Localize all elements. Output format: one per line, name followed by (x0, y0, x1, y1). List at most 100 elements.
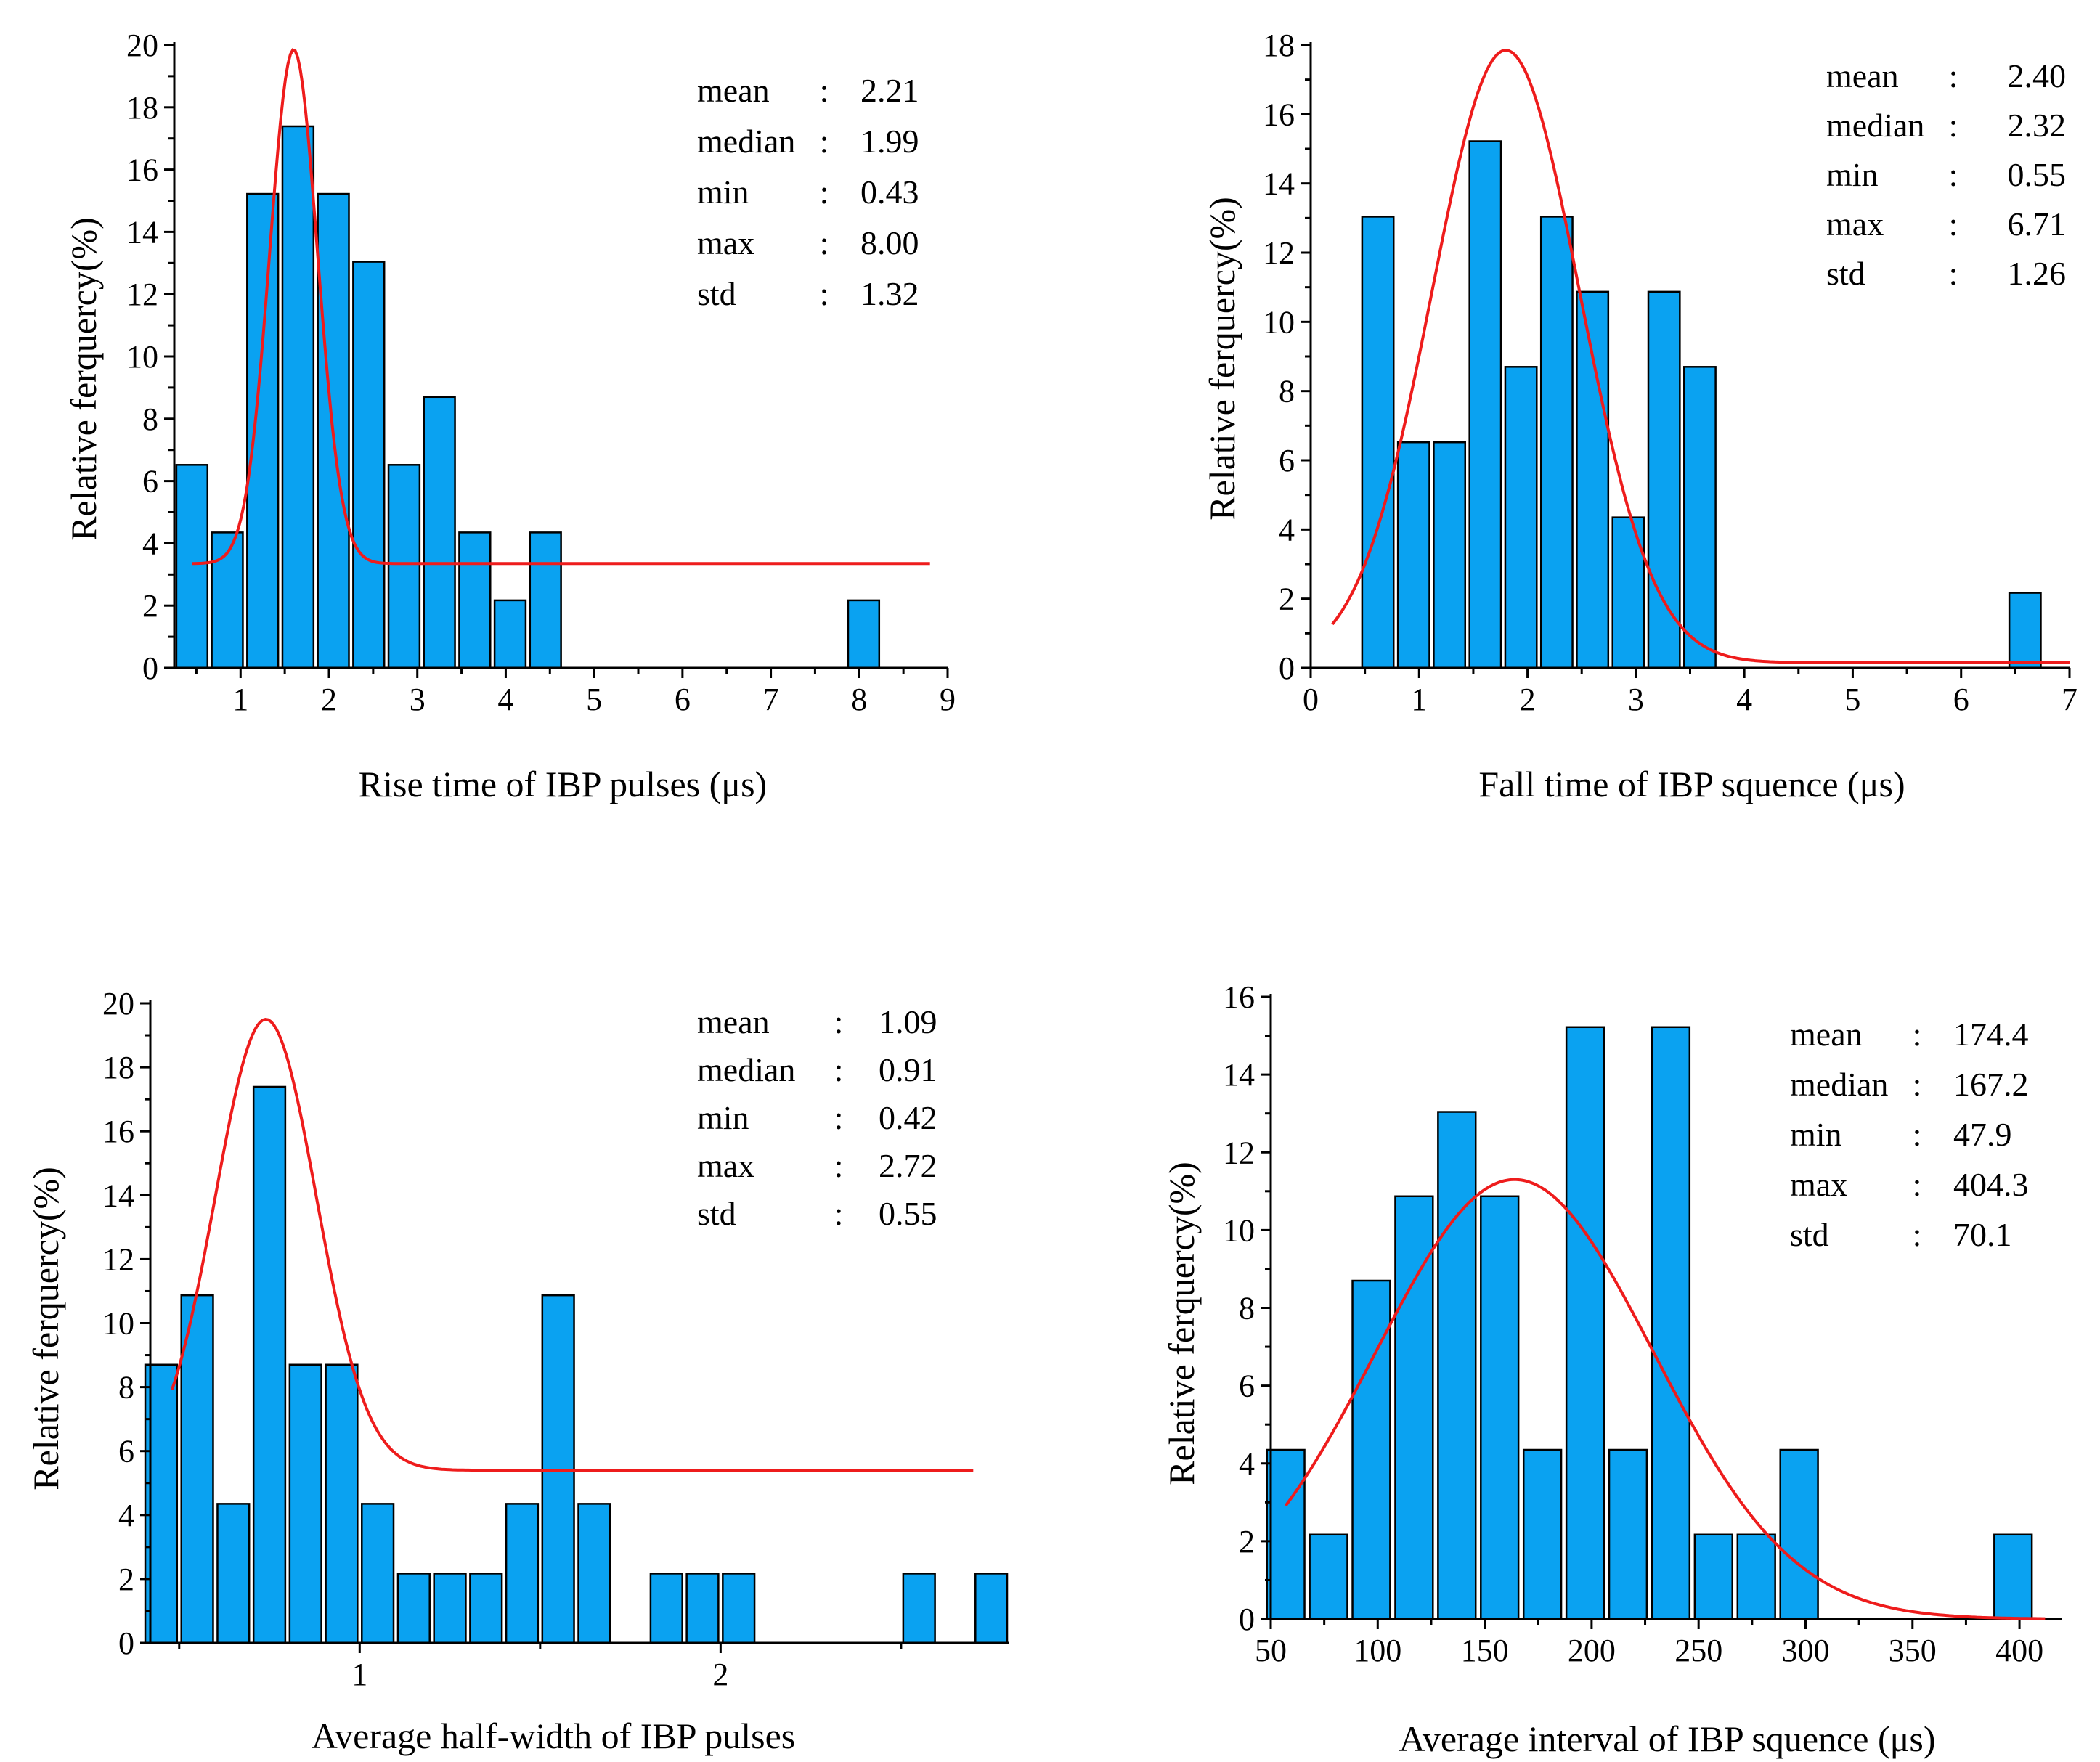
rise-time-y-tick-label-7: 14 (126, 214, 158, 250)
fall-time-y-tick-label-0: 0 (1279, 650, 1295, 686)
half-width-gaussian-fit-line (170, 1017, 974, 1472)
fall-time-x-tick-label-0: 0 (1303, 682, 1319, 717)
fall-time-bar-6 (1576, 290, 1610, 669)
fall-time-bar-0 (1361, 216, 1395, 669)
fall-time-stat-value-max: 6.71 (2008, 205, 2067, 242)
rise-time-y-tick-label-0: 0 (142, 650, 158, 686)
half-width-stat-colon: : (834, 1051, 844, 1088)
fall-time-bar-9 (1683, 366, 1717, 669)
rise-time-y-tick-label-9: 18 (126, 90, 158, 126)
half-width-x-tick-label-1: 2 (712, 1657, 728, 1692)
interval-bar-9 (1651, 1026, 1691, 1620)
fall-time-stat-colon: : (1949, 205, 1958, 242)
interval-x-tick-label-1: 100 (1354, 1633, 1401, 1668)
rise-time-bar-7 (423, 396, 456, 669)
interval-stat-value-std: 70.1 (1953, 1216, 2012, 1253)
fall-time-bar-1 (1396, 441, 1430, 669)
rise-time-x-tick-label-8: 9 (940, 682, 956, 717)
fall-time-x-axis-label: Fall time of IBP squence (μs) (1478, 764, 1905, 804)
half-width-stat-label-max: max (697, 1147, 754, 1184)
interval-stat-label-max: max (1790, 1166, 1847, 1203)
rise-time-stat-value-min: 0.43 (860, 174, 919, 211)
fall-time-stat-colon: : (1949, 57, 1958, 94)
interval-bar-6 (1522, 1448, 1563, 1620)
interval-gaussian-fit-line (1284, 1178, 2046, 1620)
interval-y-tick-label-3: 6 (1239, 1369, 1255, 1404)
half-width-x-axis-label: Average half-width of IBP pulses (312, 1716, 796, 1756)
rise-time-stat-value-mean: 2.21 (860, 72, 919, 109)
half-width-bar-17 (974, 1573, 1009, 1644)
half-width-stat-colon: : (834, 1195, 844, 1232)
rise-time-x-tick-label-3: 4 (497, 682, 513, 717)
interval-stat-value-median: 167.2 (1953, 1066, 2029, 1103)
rise-time-y-tick-label-8: 16 (126, 152, 158, 188)
interval-x-tick-label-3: 200 (1568, 1633, 1616, 1668)
interval-stat-colon: : (1913, 1016, 1922, 1053)
fall-time-x-tick-label-6: 6 (1953, 682, 1969, 717)
half-width-stat-label-median: median (697, 1051, 795, 1088)
interval-bar-2 (1351, 1279, 1391, 1620)
interval-bar-4 (1437, 1111, 1477, 1620)
fall-time-x-tick-label-2: 2 (1520, 682, 1536, 717)
half-width-stat-value-max: 2.72 (879, 1147, 937, 1184)
fall-time-bar-8 (1647, 290, 1681, 669)
rise-time-x-tick-label-0: 1 (232, 682, 248, 717)
half-width-stat-colon: : (834, 1099, 844, 1136)
rise-time-stat-value-median: 1.99 (860, 123, 919, 160)
fall-time-y-tick-label-2: 4 (1279, 512, 1295, 547)
fall-time-bar-11 (2008, 592, 2042, 669)
rise-time-stat-label-std: std (697, 275, 736, 312)
fall-time-stat-label-min: min (1826, 156, 1879, 193)
interval-bar-5 (1480, 1195, 1520, 1620)
half-width-histogram-panel: Average half-width of IBP pulses Relativ… (25, 986, 1009, 1756)
half-width-y-tick-label-8: 16 (102, 1114, 134, 1149)
fall-time-bar-4 (1504, 366, 1538, 669)
rise-time-stat-colon: : (820, 174, 829, 211)
half-width-bar-10 (505, 1503, 540, 1644)
fall-time-y-tick-label-7: 14 (1263, 166, 1295, 202)
interval-y-tick-label-0: 0 (1239, 1602, 1255, 1637)
interval-x-axis-label: Average interval of IBP squence (μs) (1399, 1718, 1935, 1759)
half-width-stat-label-mean: mean (697, 1003, 770, 1040)
half-width-bar-3 (252, 1085, 287, 1644)
half-width-stat-label-min: min (697, 1099, 749, 1136)
fall-time-x-tick-label-5: 5 (1844, 682, 1860, 717)
interval-bar-11 (1736, 1533, 1776, 1620)
rise-time-bar-9 (493, 599, 527, 669)
interval-bar-13 (1993, 1533, 2033, 1620)
fall-time-gaussian-fit-line (1331, 49, 2070, 664)
rise-time-y-tick-label-5: 10 (126, 339, 158, 375)
interval-stat-value-mean: 174.4 (1953, 1016, 2029, 1053)
fall-time-y-tick-label-6: 12 (1263, 235, 1295, 271)
half-width-y-tick-label-6: 12 (102, 1241, 134, 1277)
half-width-stat-label-std: std (697, 1195, 736, 1232)
half-width-bar-7 (396, 1573, 431, 1644)
rise-time-y-tick-label-6: 12 (126, 277, 158, 312)
rise-time-bar-3 (281, 125, 315, 669)
fall-time-stat-value-mean: 2.40 (2008, 57, 2067, 94)
half-width-y-tick-label-2: 4 (118, 1498, 134, 1533)
interval-bar-12 (1779, 1448, 1819, 1620)
half-width-y-tick-label-10: 20 (102, 986, 134, 1021)
rise-time-y-tick-label-1: 2 (142, 588, 158, 624)
fall-time-bar-2 (1433, 441, 1467, 669)
interval-stat-value-max: 404.3 (1953, 1166, 2029, 1203)
half-width-stat-colon: : (834, 1003, 844, 1040)
half-width-y-tick-label-3: 6 (118, 1434, 134, 1469)
rise-time-bar-2 (246, 192, 280, 669)
half-width-bar-14 (685, 1573, 720, 1644)
fall-time-y-tick-label-8: 16 (1263, 97, 1295, 132)
half-width-stat-colon: : (834, 1147, 844, 1184)
fall-time-stat-label-std: std (1826, 255, 1865, 292)
rise-time-stat-colon: : (820, 224, 829, 261)
fall-time-stat-value-min: 0.55 (2008, 156, 2067, 193)
half-width-bar-4 (288, 1363, 322, 1644)
half-width-bar-13 (649, 1573, 683, 1644)
fall-time-y-tick-label-9: 18 (1263, 28, 1295, 63)
half-width-x-tick-label-0: 1 (351, 1657, 367, 1692)
half-width-stat-value-mean: 1.09 (879, 1003, 937, 1040)
interval-stat-label-std: std (1790, 1216, 1829, 1253)
rise-time-gaussian-fit-line (192, 48, 930, 566)
fall-time-stat-colon: : (1949, 156, 1958, 193)
interval-stat-colon: : (1913, 1116, 1922, 1153)
